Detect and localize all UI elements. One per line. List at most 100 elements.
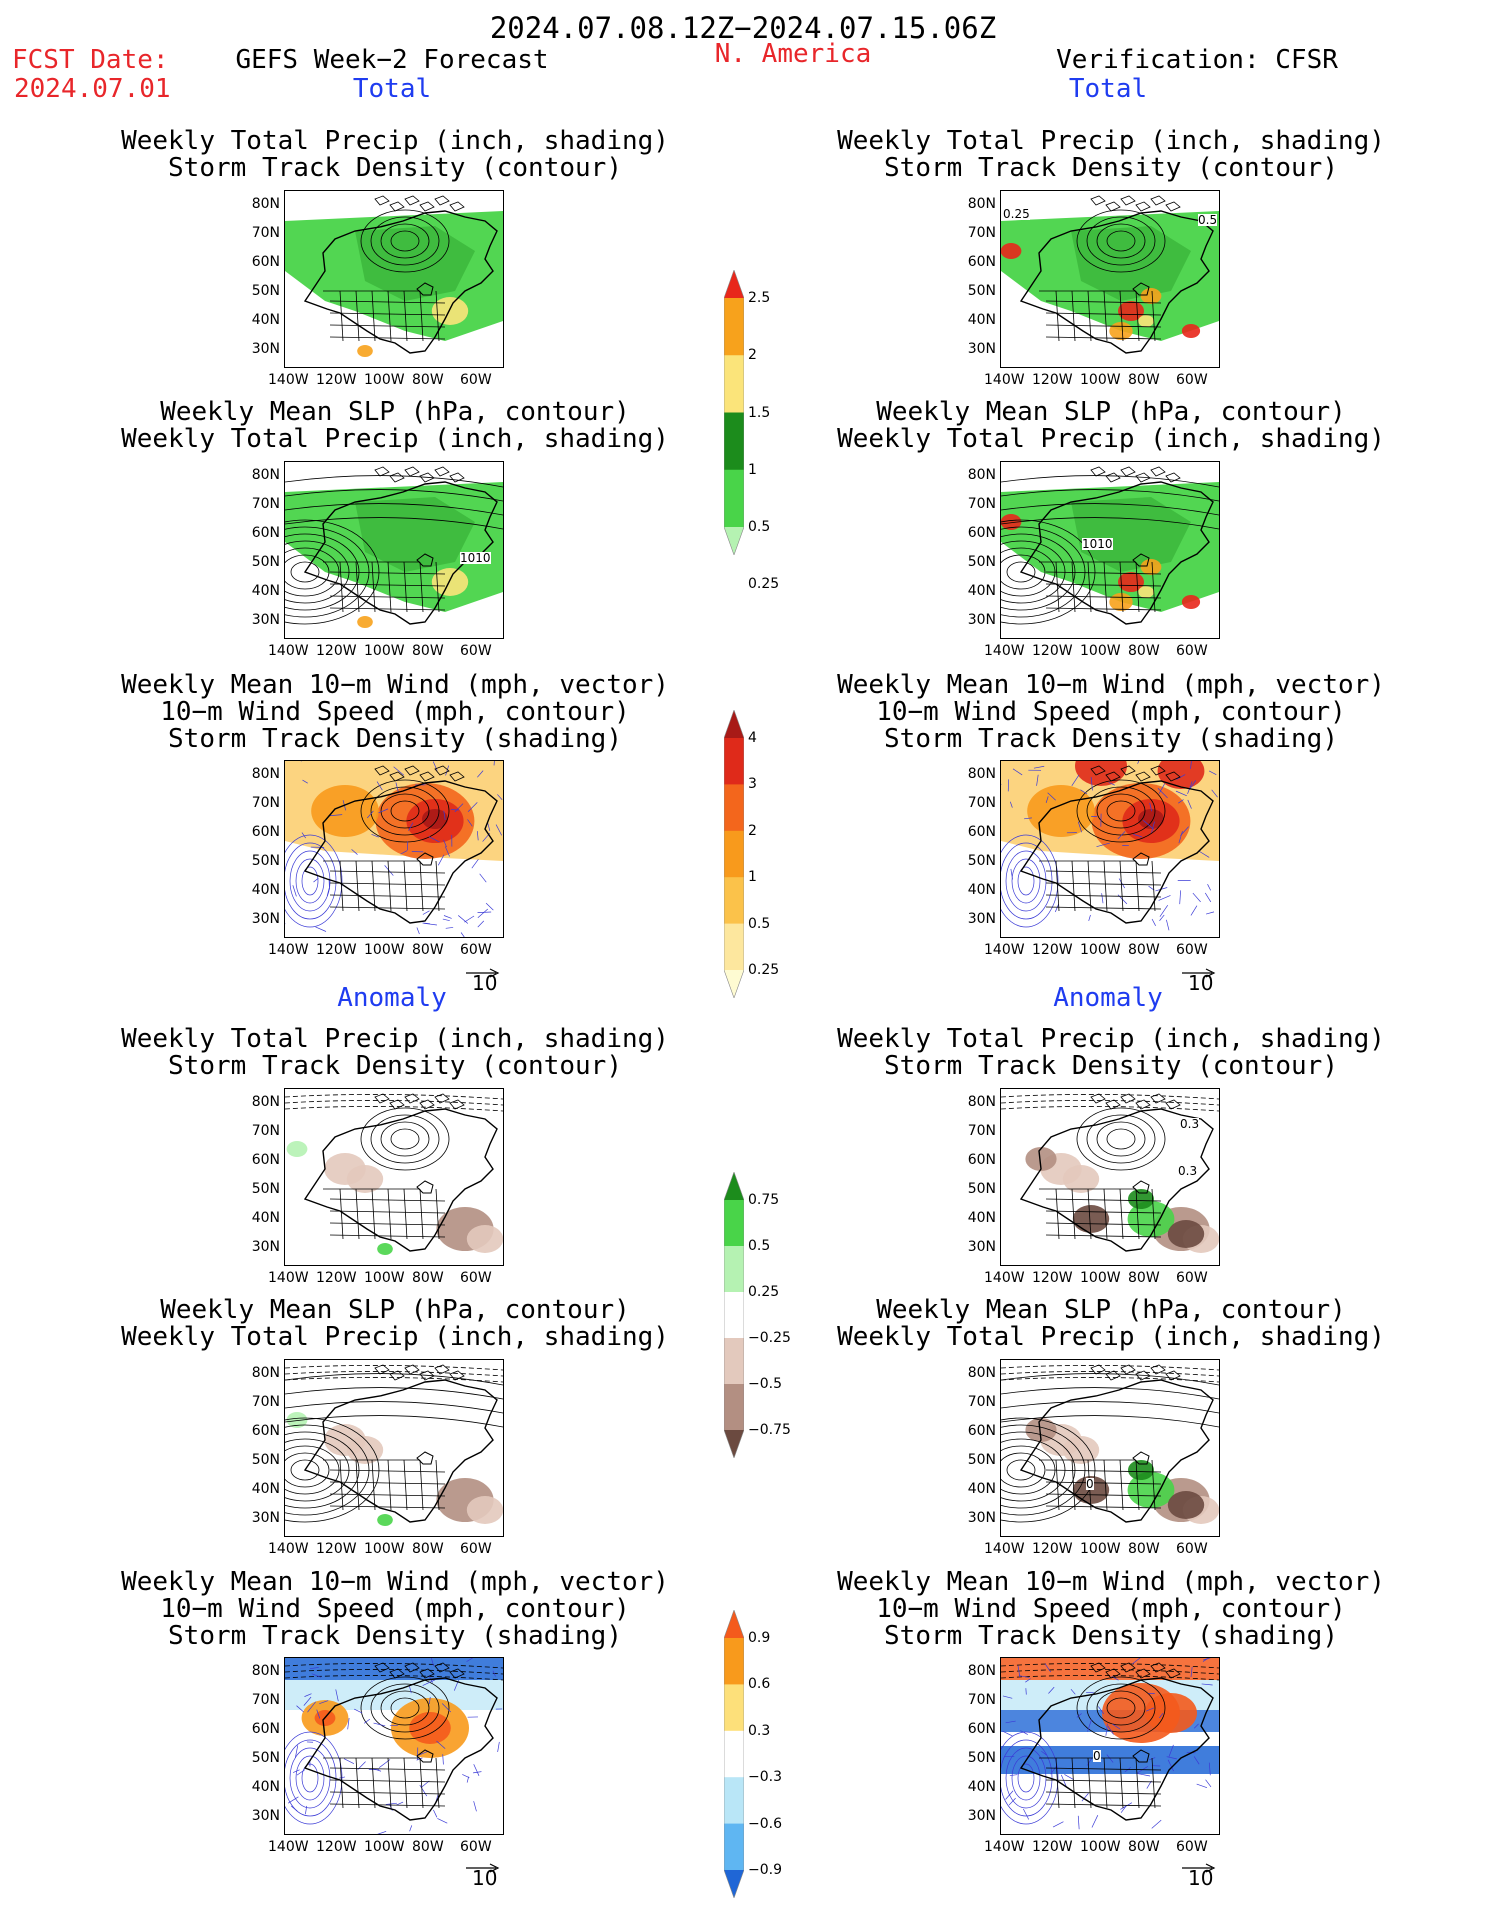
fcst-date-label: FCST Date: [12, 45, 169, 75]
panel-4-right-contour-label-1: 0.3 [1180, 1117, 1200, 1131]
panel-5-left-lat-tick: 30N [251, 1510, 280, 1526]
panel-6-right-contour-label: 0 [1093, 1749, 1101, 1763]
panel-3-right-lon-tick: 140W [984, 942, 1025, 958]
panel-3-left-lat-tick: 50N [251, 853, 280, 869]
panel-6-right-reference-value: 10 [1188, 1866, 1214, 1890]
panel-1-left-lat-tick: 40N [251, 312, 280, 328]
panel-2-left-lon-tick: 120W [316, 643, 357, 659]
colorbar-track-density-anomaly-label: 0.9 [748, 1630, 771, 1646]
panel-3-left-map [284, 760, 504, 938]
panel-1-right-lat-tick: 60N [967, 254, 996, 270]
panel-2-left-lat-tick: 60N [251, 525, 280, 541]
colorbar-precip-total-label: 2 [748, 347, 757, 364]
colorbar-track-density-anomaly-label: −0.3 [748, 1769, 782, 1786]
panel-4-left-lat-tick: 80N [251, 1094, 280, 1110]
panel-3-right-lat-tick: 30N [967, 911, 996, 927]
section-anomaly-left: Anomaly [337, 983, 447, 1013]
panel-2-left-lon-tick: 140W [268, 643, 309, 659]
panel-1-right-contour-label-1: 0.25 [1003, 207, 1030, 221]
panel-4-right-lat-tick: 70N [967, 1123, 996, 1139]
panel-2-right-lat-tick: 40N [967, 583, 996, 599]
panel-3-left-map-graphic [285, 761, 503, 937]
panel-2-left-lat-tick: 80N [251, 467, 280, 483]
panel-3-right-lat-tick: 70N [967, 795, 996, 811]
panel-2-right-lat-tick: 30N [967, 612, 996, 628]
panel-6-left-map [284, 1657, 504, 1835]
panel-4-right-contour-label-2: 0.3 [1178, 1164, 1198, 1178]
panel-6-left-lon-tick: 140W [268, 1839, 309, 1855]
colorbar-precip-total [723, 269, 745, 556]
panel-2-right-lat-tick: 60N [967, 525, 996, 541]
colorbar-precip-anomaly-label: 0.25 [748, 1284, 780, 1300]
panel-3-right-lat-tick: 40N [967, 882, 996, 898]
panel-5-right-lon-tick: 80W [1128, 1541, 1160, 1557]
panel-1-right-lon-tick: 80W [1128, 372, 1160, 388]
colorbar-precip-total-label: 1 [748, 461, 757, 478]
colorbar-track-density-total-label: 0.5 [748, 915, 771, 932]
panel-2-right-title-line-1: Weekly Mean SLP (hPa, contour) [876, 397, 1346, 427]
panel-3-right-lat-tick: 60N [967, 824, 996, 840]
panel-6-left-lat-tick: 70N [251, 1692, 280, 1708]
panel-4-left-map-graphic [285, 1089, 503, 1265]
panel-6-left-title-line-2: 10−m Wind Speed (mph, contour) [160, 1594, 630, 1624]
panel-1-left-title-line-2: Storm Track Density (contour) [168, 153, 622, 183]
panel-3-left-title-line-3: Storm Track Density (shading) [168, 724, 622, 754]
panel-6-right-lon-tick: 60W [1176, 1839, 1208, 1855]
panel-6-right-lon-tick: 100W [1080, 1839, 1121, 1855]
panel-2-left-lon-tick: 100W [364, 643, 405, 659]
colorbar-precip-total-label: 1.5 [748, 404, 771, 421]
panel-5-right-title-line-1: Weekly Mean SLP (hPa, contour) [876, 1295, 1346, 1325]
colorbar-track-density-total-label: 0.25 [748, 962, 780, 978]
panel-3-left-lat-tick: 40N [251, 882, 280, 898]
panel-5-right-lat-tick: 60N [967, 1423, 996, 1439]
panel-4-right-title-line-2: Storm Track Density (contour) [884, 1051, 1338, 1081]
panel-1-right-lon-tick: 60W [1176, 372, 1208, 388]
panel-6-right-map [1000, 1657, 1220, 1835]
panel-1-right-lon-tick: 120W [1032, 372, 1073, 388]
panel-1-right-title-line-1: Weekly Total Precip (inch, shading) [837, 126, 1385, 156]
panel-5-left-map-graphic [285, 1360, 503, 1536]
panel-3-left-lon-tick: 100W [364, 942, 405, 958]
panel-4-left-lat-tick: 70N [251, 1123, 280, 1139]
panel-5-left-lat-tick: 70N [251, 1394, 280, 1410]
colorbar-precip-anomaly-label: 0.75 [748, 1192, 780, 1208]
panel-2-right-map [1000, 461, 1220, 639]
panel-2-left-lat-tick: 50N [251, 554, 280, 570]
panel-3-left-reference-value: 10 [472, 971, 498, 995]
colorbar-precip-total-label: 0.5 [748, 519, 771, 535]
panel-2-left-lon-tick: 80W [412, 643, 444, 659]
panel-5-left-lat-tick: 40N [251, 1481, 280, 1497]
panel-4-left-lon-tick: 140W [268, 1270, 309, 1286]
panel-1-right-lon-tick: 100W [1080, 372, 1121, 388]
colorbar-track-density-total-label: 3 [748, 776, 757, 793]
panel-3-left-lat-tick: 70N [251, 795, 280, 811]
panel-3-right-lon-tick: 120W [1032, 942, 1073, 958]
panel-2-left-lon-tick: 60W [460, 643, 492, 659]
panel-6-left-lat-tick: 30N [251, 1808, 280, 1824]
colorbar-precip-total-label: 0.25 [748, 576, 780, 593]
panel-4-right-lon-tick: 80W [1128, 1270, 1160, 1286]
colorbar-precip-anomaly-label: −0.75 [748, 1422, 791, 1438]
panel-6-right-lat-tick: 50N [967, 1750, 996, 1766]
colorbar-track-density-total-label: 4 [748, 730, 757, 746]
panel-4-left-lon-tick: 100W [364, 1270, 405, 1286]
panel-3-left-lon-tick: 60W [460, 942, 492, 958]
panel-2-right-slp-label: 1010 [1082, 537, 1113, 551]
panel-4-left-lon-tick: 120W [316, 1270, 357, 1286]
panel-6-right-title-line-1: Weekly Mean 10−m Wind (mph, vector) [837, 1567, 1385, 1597]
panel-2-left-title-line-1: Weekly Mean SLP (hPa, contour) [160, 397, 630, 427]
panel-2-left-lat-tick: 70N [251, 496, 280, 512]
panel-2-right-lon-tick: 140W [984, 643, 1025, 659]
panel-4-left-lat-tick: 60N [251, 1152, 280, 1168]
panel-1-left-lat-tick: 80N [251, 196, 280, 212]
panel-6-right-reference-vector [1182, 1854, 1216, 1878]
panel-1-left-lon-tick: 120W [316, 372, 357, 388]
colorbar-precip-anomaly-label: 0.5 [748, 1238, 771, 1254]
panel-5-right-lon-tick: 140W [984, 1541, 1025, 1557]
panel-2-left-title-line-2: Weekly Total Precip (inch, shading) [121, 424, 669, 454]
panel-2-right-lat-tick: 50N [967, 554, 996, 570]
panel-4-left-lat-tick: 30N [251, 1239, 280, 1255]
panel-4-left-lon-tick: 80W [412, 1270, 444, 1286]
panel-2-left-lat-tick: 40N [251, 583, 280, 599]
panel-6-right-title-line-2: 10−m Wind Speed (mph, contour) [876, 1594, 1346, 1624]
